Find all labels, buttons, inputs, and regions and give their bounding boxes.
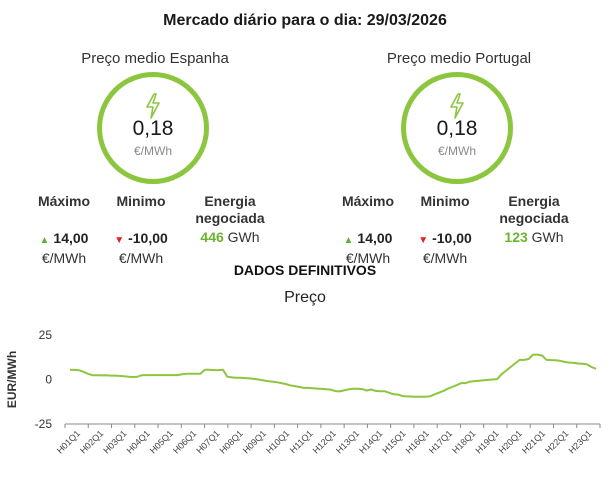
y-tick-label: -25 (35, 417, 53, 431)
portugal-min-unit: €/MWh (422, 250, 468, 266)
portugal-max: Máximo ▲ 14,00 €/MWh (334, 193, 402, 267)
spain-max-label: Máximo (37, 193, 91, 209)
x-tick-label: H15Q1 (380, 428, 407, 455)
y-tick-label: 25 (39, 328, 53, 342)
lightning-icon (146, 93, 160, 119)
x-tick-label: H04Q1 (125, 428, 152, 455)
x-tick-label: H09Q1 (241, 428, 268, 455)
spain-max-unit: €/MWh (41, 250, 87, 266)
x-tick-label: H05Q1 (148, 428, 175, 455)
x-tick-label: H13Q1 (334, 428, 361, 455)
portugal-title: Preço medio Portugal (386, 50, 532, 67)
spain-max: Máximo ▲ 14,00 €/MWh (30, 193, 98, 267)
x-tick-label: H10Q1 (264, 428, 291, 455)
y-tick-label: 0 (45, 373, 52, 387)
x-tick-label: H12Q1 (311, 428, 338, 455)
x-tick-label: H14Q1 (357, 428, 384, 455)
portugal-avg-unit: €/MWh (437, 144, 476, 158)
portugal-price-gauge: 0,18 €/MWh (401, 72, 513, 184)
spain-min: Minimo ▼ -10,00 €/MWh (106, 193, 176, 267)
x-tick-label: H07Q1 (194, 428, 221, 455)
arrow-up-icon: ▲ (39, 235, 50, 246)
spain-energy-value: 446 (200, 229, 224, 245)
portugal-avg-price: 0,18 (436, 117, 478, 140)
portugal-max-value: 14,00 (357, 230, 393, 246)
x-tick-label: H20Q1 (497, 428, 524, 455)
x-tick-label: H23Q1 (567, 428, 594, 455)
price-series-line (69, 353, 597, 398)
spain-price-gauge: 0,18 €/MWh (97, 72, 209, 184)
spain-min-value: -10,00 (128, 230, 168, 246)
portugal-energy-value: 123 (504, 229, 528, 245)
x-tick-label: H22Q1 (543, 428, 570, 455)
x-tick-label: H01Q1 (55, 428, 82, 455)
spain-title: Preço medio Espanha (81, 50, 229, 67)
portugal-max-unit: €/MWh (345, 250, 391, 266)
portugal-min: Minimo ▼ -10,00 €/MWh (410, 193, 480, 267)
arrow-down-icon: ▼ (114, 235, 125, 246)
lightning-icon (450, 93, 464, 119)
portugal-max-label: Máximo (341, 193, 395, 209)
spain-energy-label-2: negociada (195, 210, 265, 226)
x-tick-label: H06Q1 (171, 428, 198, 455)
arrow-down-icon: ▼ (418, 235, 429, 246)
portugal-energy-label-2: negociada (499, 210, 569, 226)
spain-min-unit: €/MWh (118, 250, 164, 266)
portugal-energy: Energia negociada 123 GWh (484, 193, 584, 246)
spain-energy-label-1: Energia (204, 193, 256, 209)
arrow-up-icon: ▲ (343, 235, 354, 246)
x-tick-label: H19Q1 (473, 428, 500, 455)
x-tick-label: H08Q1 (218, 428, 245, 455)
x-tick-label: H21Q1 (520, 428, 547, 455)
x-tick-label: H18Q1 (450, 428, 477, 455)
portugal-min-value: -10,00 (432, 230, 472, 246)
x-tick-label: H02Q1 (78, 428, 105, 455)
price-line-chart: EUR/MWh250-25H01Q1H02Q1H03Q1H04Q1H05Q1H0… (5, 328, 601, 456)
spain-avg-unit: €/MWh (133, 144, 172, 158)
section-title: DADOS DEFINITIVOS (233, 262, 377, 278)
page-title: Mercado diário para o dia: 29/03/2026 (163, 12, 447, 29)
portugal-min-label: Minimo (420, 193, 470, 209)
portugal-energy-unit: GWh (531, 229, 564, 245)
spain-min-label: Minimo (116, 193, 166, 209)
portugal-energy-label-1: Energia (508, 193, 560, 209)
x-tick-label: H11Q1 (288, 428, 315, 455)
x-tick-label: H17Q1 (427, 428, 454, 455)
y-axis-label: EUR/MWh (5, 351, 19, 408)
spain-max-value: 14,00 (53, 230, 89, 246)
spain-energy: Energia negociada 446 GWh (180, 193, 280, 246)
chart-title: Preço (284, 289, 326, 306)
x-tick-label: H03Q1 (101, 428, 128, 455)
x-tick-label: H16Q1 (404, 428, 431, 455)
spain-energy-unit: GWh (227, 229, 260, 245)
spain-avg-price: 0,18 (132, 117, 174, 140)
